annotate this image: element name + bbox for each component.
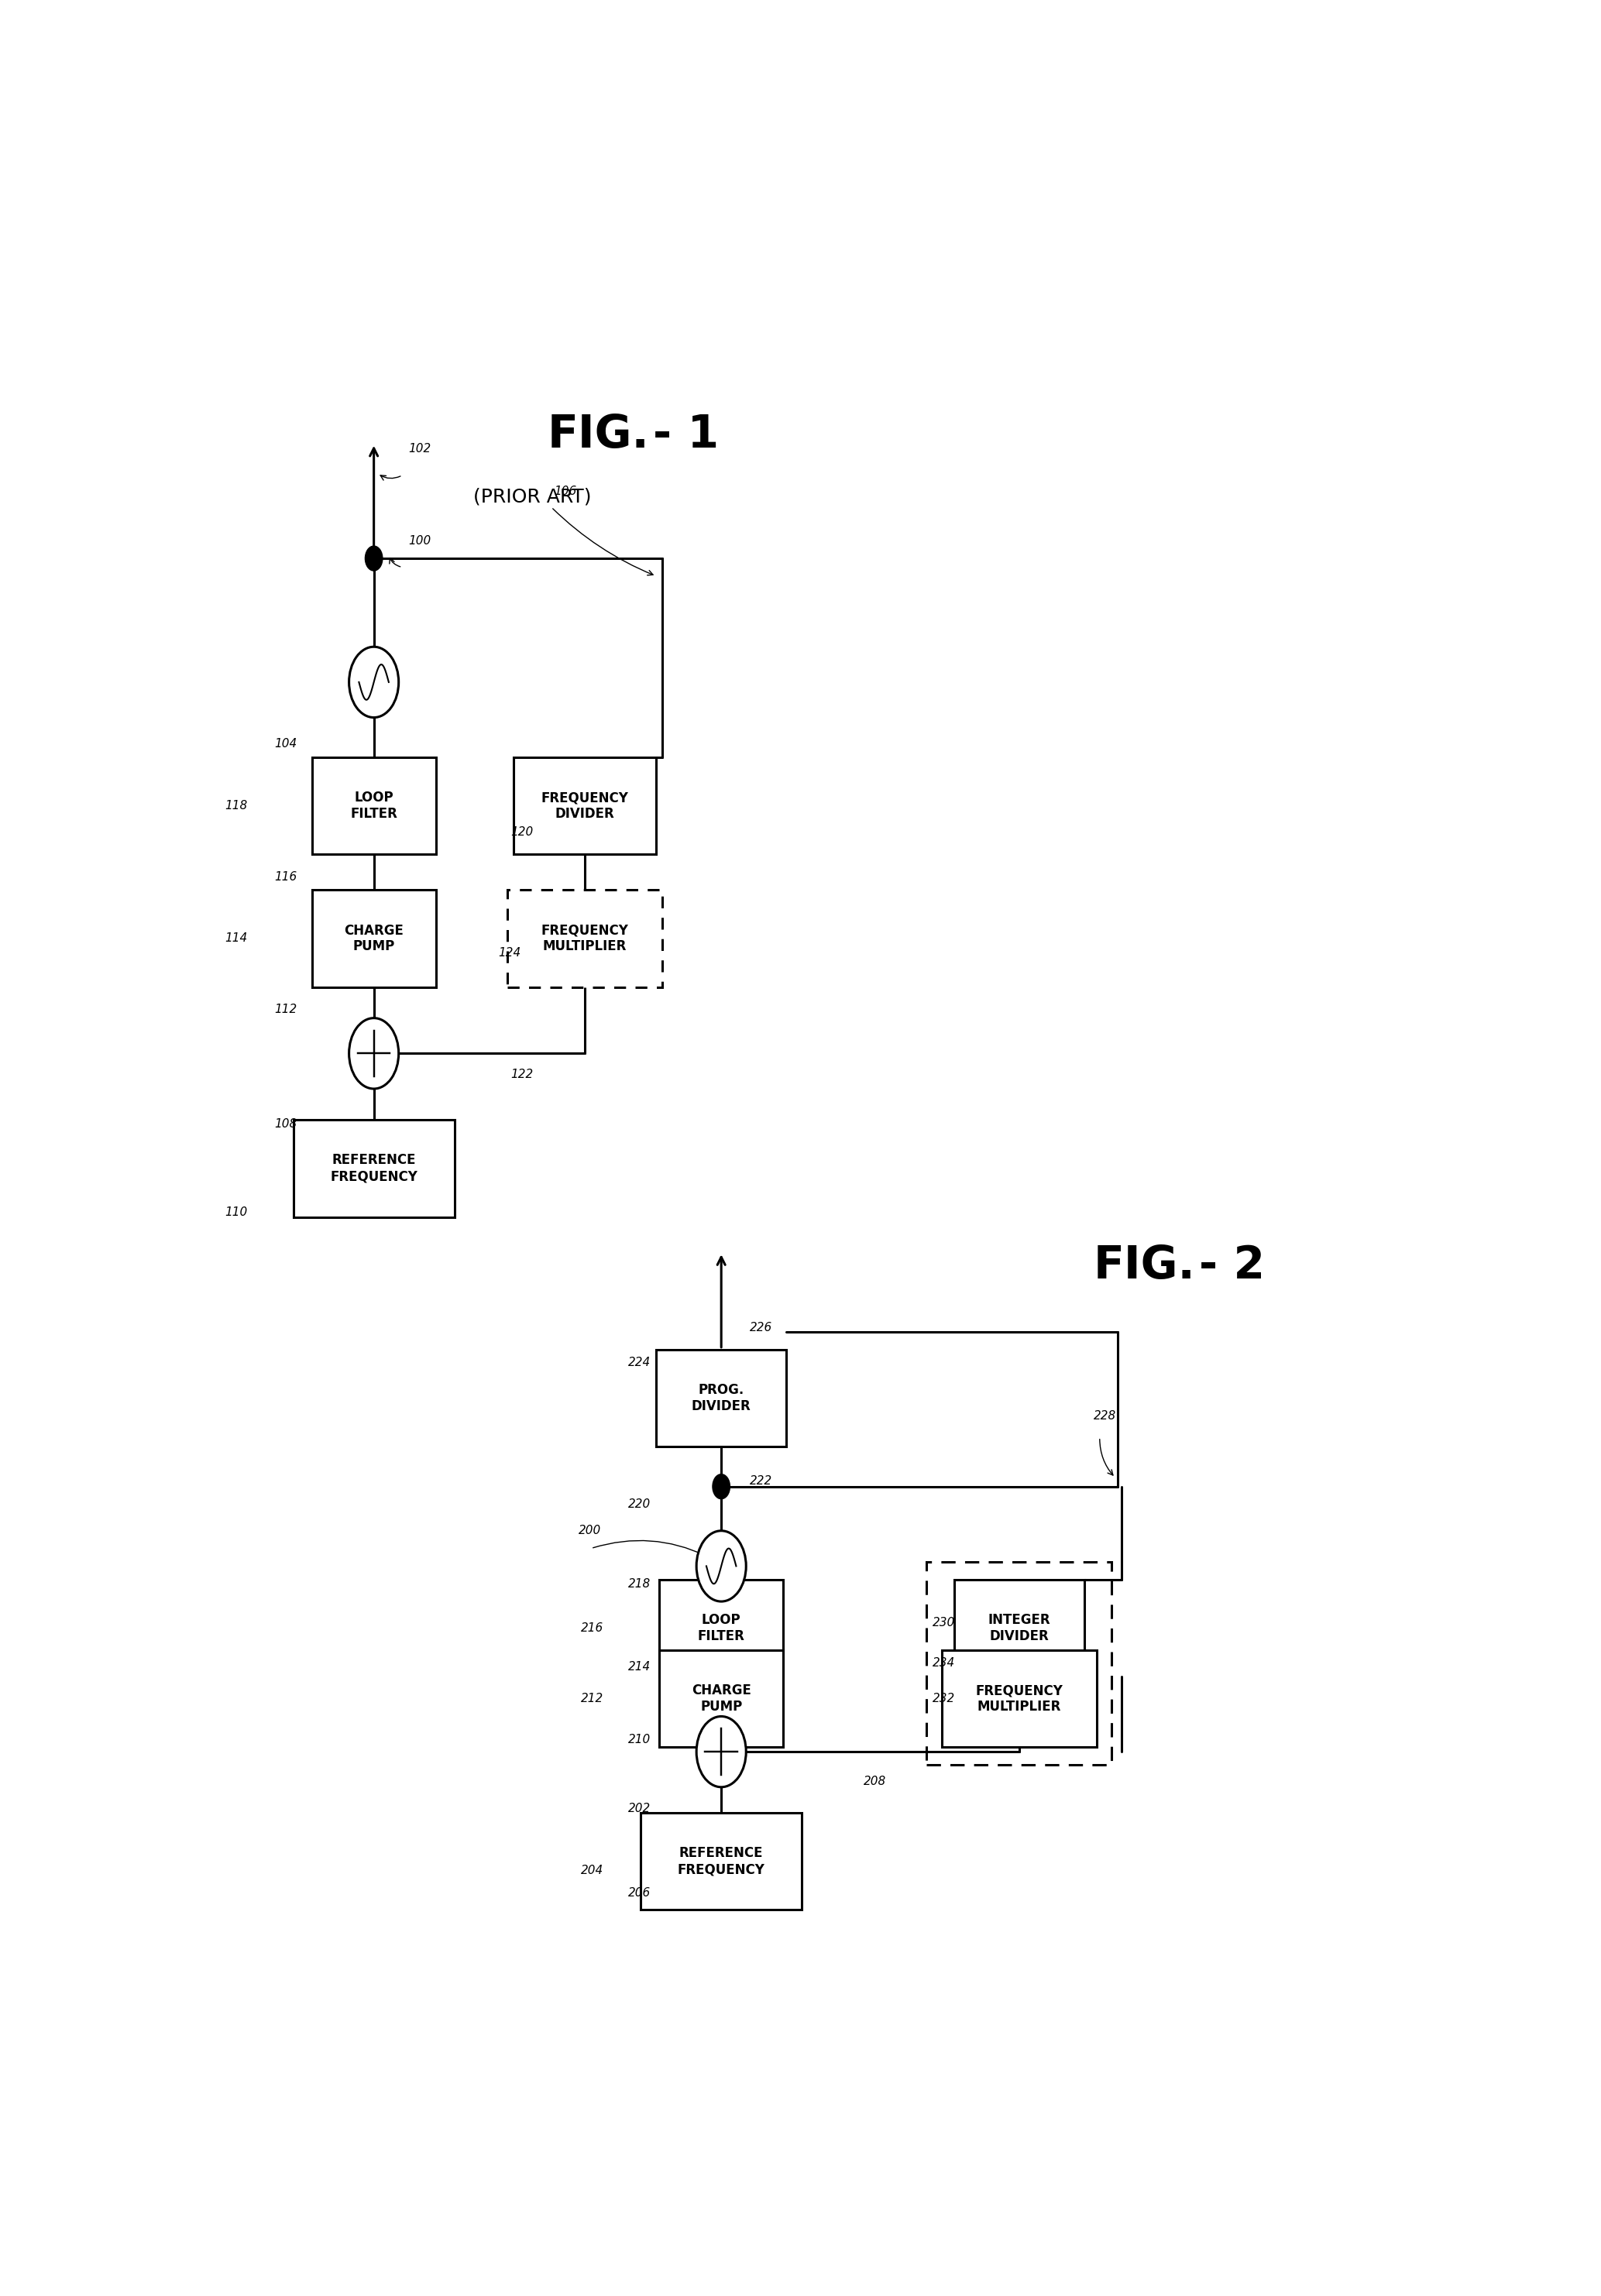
Text: 202: 202 — [628, 1802, 652, 1814]
Circle shape — [349, 1017, 399, 1088]
Text: INTEGER
DIVIDER: INTEGER DIVIDER — [988, 1614, 1050, 1644]
Text: 230: 230 — [932, 1616, 954, 1628]
Circle shape — [696, 1717, 746, 1786]
Text: (PRIOR ART): (PRIOR ART) — [474, 487, 591, 505]
FancyBboxPatch shape — [941, 1651, 1097, 1747]
FancyBboxPatch shape — [312, 891, 435, 987]
Text: 120: 120 — [511, 827, 533, 838]
Text: LOOP
FILTER: LOOP FILTER — [351, 790, 397, 822]
Circle shape — [696, 1531, 746, 1603]
FancyBboxPatch shape — [640, 1814, 802, 1910]
Text: 214: 214 — [628, 1660, 652, 1674]
Text: 112: 112 — [275, 1003, 298, 1015]
Text: 212: 212 — [581, 1692, 604, 1704]
Text: REFERENCE
FREQUENCY: REFERENCE FREQUENCY — [330, 1153, 418, 1182]
FancyBboxPatch shape — [656, 1350, 786, 1446]
Text: PROG.
DIVIDER: PROG. DIVIDER — [692, 1382, 751, 1412]
Text: 208: 208 — [865, 1777, 887, 1789]
Text: 232: 232 — [932, 1692, 954, 1704]
Text: 218: 218 — [628, 1577, 652, 1589]
Text: 220: 220 — [628, 1499, 652, 1511]
FancyBboxPatch shape — [514, 758, 656, 854]
Text: 200: 200 — [578, 1525, 602, 1536]
Text: FREQUENCY
MULTIPLIER: FREQUENCY MULTIPLIER — [975, 1683, 1063, 1713]
Text: - 1: - 1 — [653, 413, 719, 457]
Text: FREQUENCY
MULTIPLIER: FREQUENCY MULTIPLIER — [541, 923, 629, 953]
FancyBboxPatch shape — [660, 1580, 783, 1676]
Text: 114: 114 — [224, 932, 248, 944]
Text: 210: 210 — [628, 1733, 652, 1745]
Text: 228: 228 — [1093, 1410, 1116, 1421]
Circle shape — [349, 647, 399, 719]
FancyBboxPatch shape — [954, 1580, 1084, 1676]
Text: 124: 124 — [498, 946, 520, 957]
Text: 224: 224 — [628, 1357, 652, 1368]
Text: FIG.: FIG. — [1093, 1244, 1196, 1288]
Text: FREQUENCY
DIVIDER: FREQUENCY DIVIDER — [541, 790, 629, 822]
Text: 102: 102 — [408, 443, 431, 455]
FancyBboxPatch shape — [508, 891, 663, 987]
Text: 108: 108 — [275, 1118, 298, 1130]
Text: 216: 216 — [581, 1623, 604, 1635]
Text: FIG.: FIG. — [548, 413, 650, 457]
Text: 100: 100 — [408, 535, 431, 546]
Text: 106: 106 — [554, 484, 576, 496]
Text: 222: 222 — [749, 1476, 772, 1488]
Text: 234: 234 — [932, 1658, 954, 1669]
Text: 104: 104 — [275, 739, 298, 751]
Circle shape — [712, 1474, 730, 1499]
Text: LOOP
FILTER: LOOP FILTER — [698, 1614, 744, 1644]
Text: - 2: - 2 — [1199, 1244, 1265, 1288]
Text: 204: 204 — [581, 1864, 604, 1876]
Text: 110: 110 — [224, 1208, 248, 1219]
FancyBboxPatch shape — [660, 1651, 783, 1747]
FancyBboxPatch shape — [312, 758, 435, 854]
Text: CHARGE
PUMP: CHARGE PUMP — [344, 923, 403, 953]
Text: 226: 226 — [749, 1322, 772, 1334]
Text: CHARGE
PUMP: CHARGE PUMP — [692, 1683, 751, 1713]
Text: 122: 122 — [511, 1070, 533, 1081]
Text: 206: 206 — [628, 1887, 652, 1899]
FancyBboxPatch shape — [293, 1120, 455, 1217]
Text: 118: 118 — [224, 799, 248, 813]
Text: 116: 116 — [275, 870, 298, 882]
Text: REFERENCE
FREQUENCY: REFERENCE FREQUENCY — [677, 1846, 765, 1876]
Circle shape — [365, 546, 383, 572]
